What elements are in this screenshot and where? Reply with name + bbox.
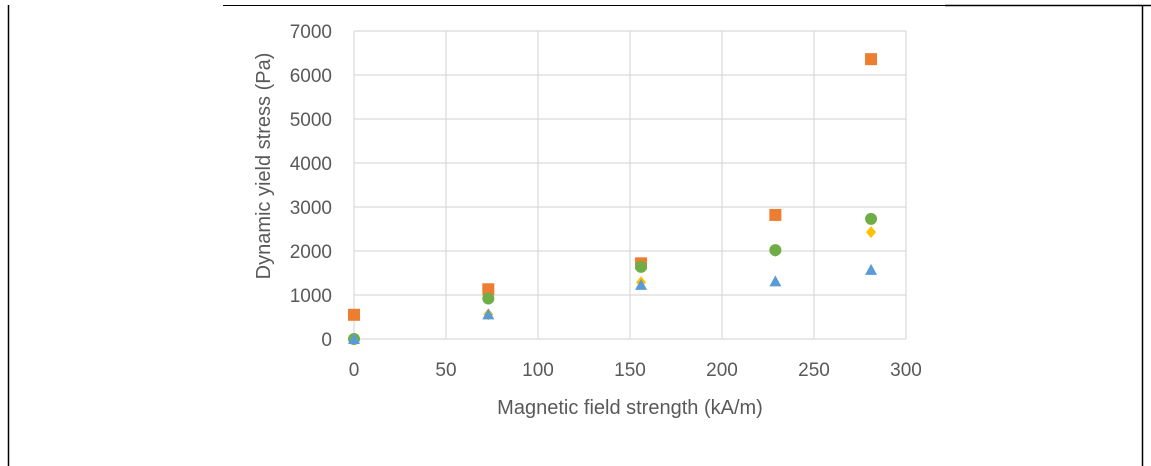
y-tick-label: 6000	[290, 66, 332, 87]
y-tick-label: 5000	[290, 110, 332, 131]
data-points	[348, 53, 878, 345]
x-tick-label: 50	[435, 360, 456, 381]
data-point-circle	[865, 212, 878, 225]
data-point-square	[482, 283, 495, 296]
data-point-circle	[769, 244, 782, 257]
data-point-circle	[482, 292, 495, 305]
data-point-square	[769, 208, 782, 221]
y-tick-label: 1000	[290, 286, 332, 307]
data-point-triangle	[865, 263, 878, 275]
x-axis-title: Magnetic field strength (kA/m)	[497, 397, 763, 419]
y-tick-label: 4000	[290, 154, 332, 175]
gridlines	[353, 30, 907, 340]
x-tick-label: 150	[614, 360, 646, 381]
data-point-triangle	[482, 308, 495, 320]
y-axis-title: Dynamic yield stress (Pa)	[253, 53, 275, 280]
x-tick-label: 200	[706, 360, 738, 381]
data-point-circle	[635, 260, 648, 273]
data-point-triangle	[348, 333, 360, 344]
x-tick-label: 250	[798, 360, 830, 381]
y-tick-label: 2000	[290, 242, 332, 263]
x-tick-label: 100	[522, 360, 554, 381]
y-tick-label: 3000	[290, 198, 332, 219]
y-tick-label: 7000	[290, 22, 332, 43]
data-point-triangle	[635, 278, 648, 290]
data-point-square	[348, 308, 360, 321]
data-point-triangle	[769, 275, 782, 287]
x-tick-label: 300	[890, 360, 922, 381]
x-tick-label: 0	[349, 360, 360, 381]
x-tick-labels: 0 50 100 150 200 250 300	[349, 360, 922, 381]
y-tick-label: 0	[321, 330, 332, 351]
data-point-diamond	[866, 226, 877, 239]
y-tick-labels: 0 1000 2000 3000 4000 5000 6000 7000	[290, 22, 332, 351]
data-point-square	[865, 53, 878, 66]
